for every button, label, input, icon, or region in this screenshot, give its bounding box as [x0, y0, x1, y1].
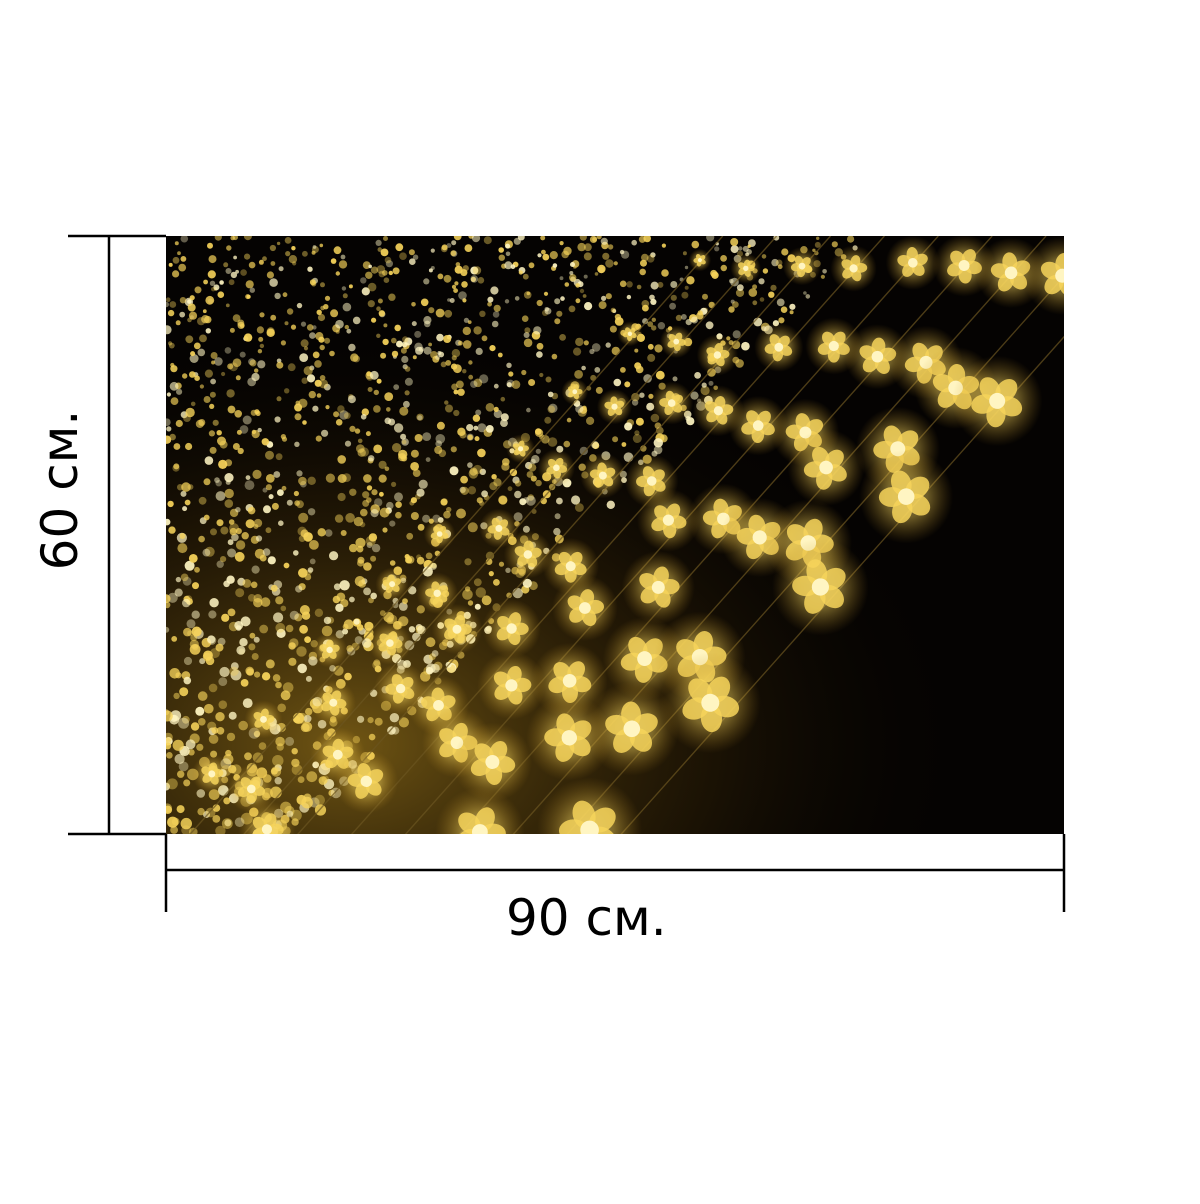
fairy-lights-photo [166, 236, 1064, 834]
blossom-lights [191, 236, 1064, 834]
width-label: 90 см. [506, 889, 667, 947]
width-dimension [164, 834, 1066, 912]
photo-panel [166, 236, 1064, 834]
bokeh-dots [166, 236, 858, 834]
height-dimension [68, 234, 166, 836]
height-label: 60 см. [31, 409, 89, 571]
